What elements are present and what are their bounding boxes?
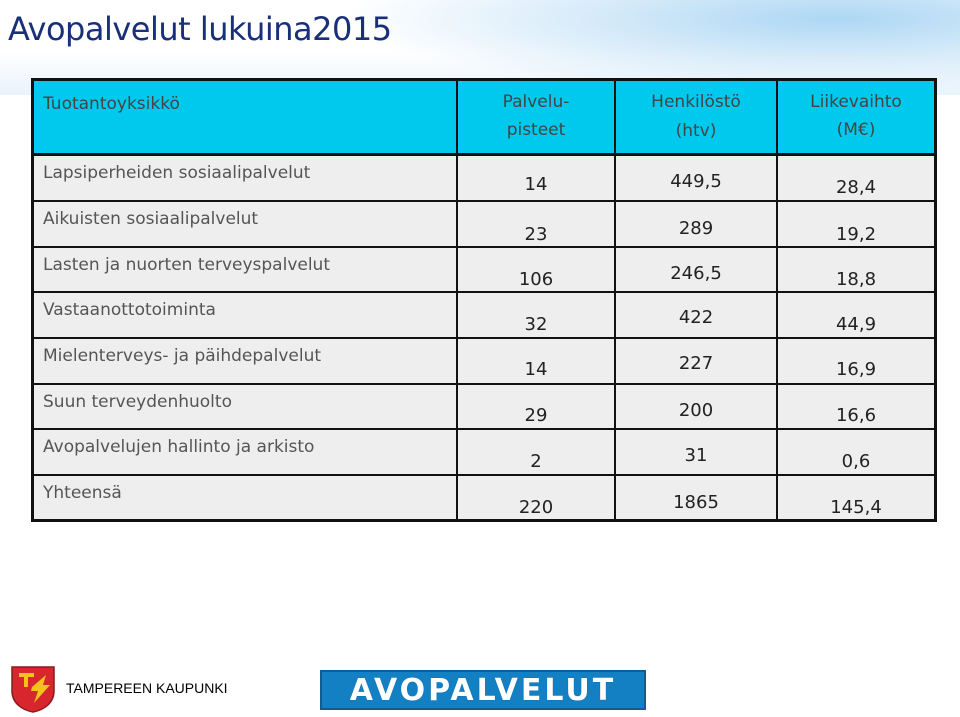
table-row: Lasten ja nuorten terveyspalvelut 106 24… (34, 248, 934, 293)
table-row-total: Yhteensä 220 1865 145,4 (34, 476, 934, 519)
row-points: 23 (524, 224, 548, 245)
row-revenue: 44,9 (835, 314, 877, 335)
row-unit: Lasten ja nuorten terveyspalvelut (43, 255, 330, 275)
row-staff: 200 (678, 400, 714, 421)
row-staff: 227 (678, 353, 714, 374)
table-row: Avopalvelujen hallinto ja arkisto 2 31 0… (34, 430, 934, 476)
footer-city-name: TAMPEREEN KAUPUNKI (66, 680, 228, 696)
row-unit: Lapsiperheiden sosiaalipalvelut (43, 163, 311, 183)
row-revenue: 16,6 (835, 405, 877, 426)
data-table: Tuotantoyksikkö Palvelu- pisteet Henkilö… (31, 78, 937, 522)
table-row: Aikuisten sosiaalipalvelut 23 289 19,2 (34, 202, 934, 248)
row-revenue: 19,2 (835, 224, 877, 245)
table-row: Suun terveydenhuolto 29 200 16,6 (34, 385, 934, 430)
row-unit: Avopalvelujen hallinto ja arkisto (43, 437, 315, 457)
row-unit: Yhteensä (43, 483, 122, 503)
row-unit: Suun terveydenhuolto (43, 392, 232, 412)
header-unit: Tuotantoyksikkö (34, 81, 458, 153)
avopalvelut-logo: AVOPALVELUT (320, 670, 646, 710)
row-points: 106 (518, 269, 554, 290)
row-revenue: 145,4 (830, 497, 882, 518)
row-revenue: 0,6 (841, 451, 871, 472)
page-title: Avopalvelut lukuina2015 (8, 10, 392, 48)
table-row: Vastaanottotoiminta 32 422 44,9 (34, 293, 934, 339)
tampere-coat-of-arms-icon (11, 666, 55, 713)
row-staff: 1865 (673, 492, 719, 513)
row-revenue: 28,4 (835, 177, 877, 198)
row-points: 14 (524, 359, 548, 380)
header-points: Palvelu- pisteet (458, 81, 616, 153)
row-revenue: 16,9 (835, 359, 877, 380)
row-unit: Vastaanottotoiminta (43, 300, 216, 320)
brand-text: AVOPALVELUT (349, 672, 617, 708)
table-row: Lapsiperheiden sosiaalipalvelut 14 449,5… (34, 156, 934, 202)
row-revenue: 18,8 (835, 269, 877, 290)
table-header-row: Tuotantoyksikkö Palvelu- pisteet Henkilö… (34, 81, 934, 156)
row-points: 32 (524, 314, 548, 335)
row-points: 29 (524, 405, 548, 426)
row-staff: 422 (678, 307, 714, 328)
row-unit: Aikuisten sosiaalipalvelut (43, 209, 259, 229)
row-unit: Mielenterveys- ja päihdepalvelut (43, 346, 322, 366)
row-points: 2 (530, 451, 542, 472)
row-staff: 449,5 (670, 171, 722, 192)
row-staff: 289 (678, 218, 714, 239)
row-staff: 246,5 (670, 263, 722, 284)
row-staff: 31 (684, 445, 708, 466)
header-staff: Henkilöstö (htv) (616, 81, 778, 153)
row-points: 220 (518, 497, 554, 518)
table-row: Mielenterveys- ja päihdepalvelut 14 227 … (34, 339, 934, 385)
header-revenue: Liikevaihto (M€) (810, 92, 902, 140)
row-points: 14 (524, 174, 548, 195)
